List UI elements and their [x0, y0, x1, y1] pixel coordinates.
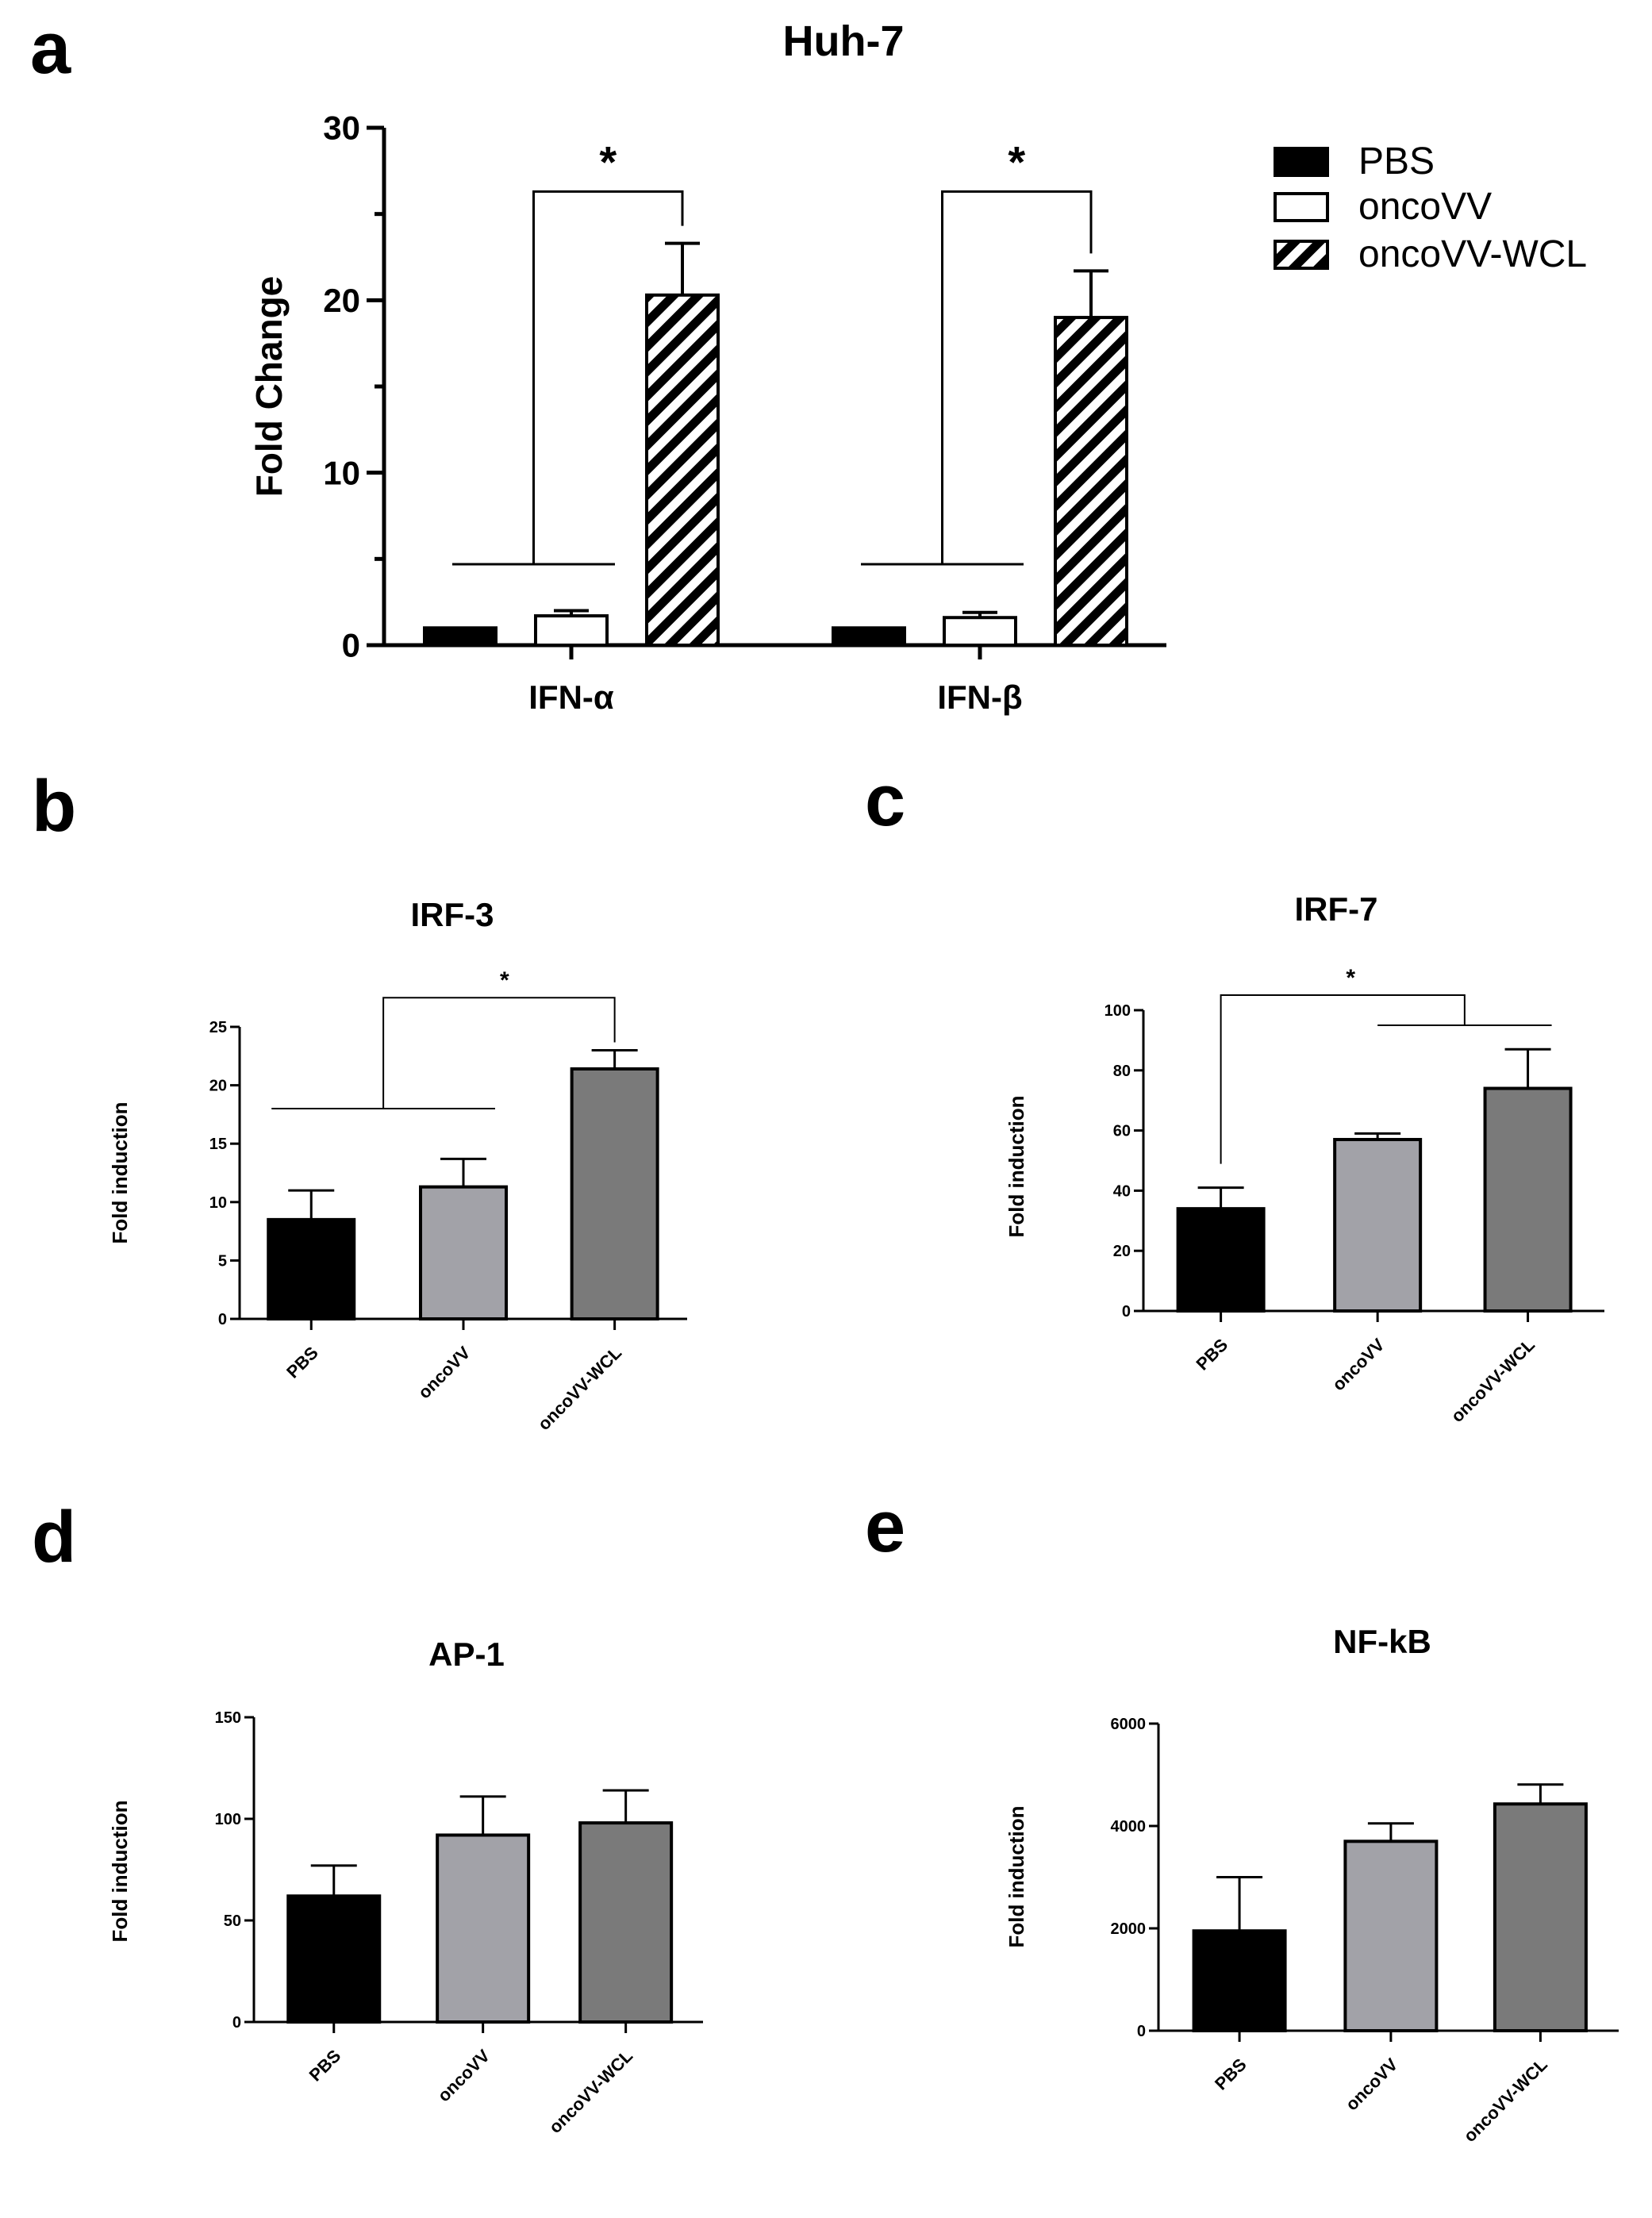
y-axis-label: Fold induction — [1005, 1805, 1028, 1947]
x-tick-label: IFN-α — [528, 678, 614, 716]
bar-oncoVV — [1333, 1137, 1423, 1313]
y-tick-label: 0 — [1137, 2023, 1146, 2040]
legend-swatch — [1274, 192, 1329, 222]
bar-oncoVV — [1343, 1839, 1439, 2033]
x-tick-label: oncoVV — [1342, 2055, 1402, 2115]
y-tick-label: 20 — [209, 1078, 227, 1095]
bar-oncoVV-WCL-0 — [645, 293, 720, 647]
significance-bracket — [941, 190, 1093, 564]
bar-PBS — [267, 1217, 356, 1321]
y-tick-label: 10 — [323, 454, 360, 491]
chart-title: Huh-7 — [783, 17, 905, 65]
x-tick-label: oncoVV — [1328, 1335, 1389, 1395]
panel-letter: c — [865, 760, 905, 841]
legend-label: PBS — [1358, 140, 1435, 183]
significance-star: * — [500, 967, 509, 994]
x-tick-label: oncoVV-WCL — [534, 1343, 625, 1434]
bar-PBS — [286, 1894, 382, 2024]
bar-oncoVV-WCL — [1483, 1086, 1573, 1313]
y-axis-label: Fold induction — [1005, 1095, 1028, 1237]
y-tick-label: 2000 — [1111, 1920, 1147, 1938]
y-tick-label: 100 — [215, 1811, 241, 1828]
y-tick-label: 5 — [218, 1252, 227, 1270]
y-tick-label: 80 — [1113, 1063, 1131, 1080]
panel-letter: e — [865, 1486, 905, 1567]
significance-bracket — [532, 190, 684, 564]
significance-bracket — [382, 997, 616, 1109]
x-tick-label: IFN-β — [937, 678, 1022, 716]
x-tick-label: oncoVV-WCL — [1447, 1335, 1539, 1426]
bar-oncoVV-WCL — [570, 1067, 659, 1320]
significance-star: * — [1346, 965, 1355, 991]
y-tick-label: 10 — [209, 1194, 227, 1212]
bar-oncoVV-0 — [534, 614, 609, 648]
x-tick-label: oncoVV-WCL — [545, 2046, 636, 2137]
y-tick-label: 0 — [218, 1311, 227, 1328]
y-tick-label: 15 — [209, 1136, 227, 1153]
y-tick-label: 0 — [232, 2014, 241, 2032]
y-axis-label: Fold induction — [108, 1101, 132, 1244]
y-axis-label: Fold Change — [248, 276, 290, 498]
y-tick-label: 4000 — [1111, 1818, 1147, 1836]
y-tick-label: 100 — [1105, 1002, 1131, 1020]
y-tick-label: 60 — [1113, 1123, 1131, 1140]
bar-PBS — [1192, 1929, 1287, 2033]
legend-label: oncoVV-WCL — [1358, 233, 1587, 275]
y-tick-label: 20 — [1113, 1243, 1131, 1260]
y-tick-label: 150 — [215, 1709, 241, 1727]
chart-title: IRF-3 — [411, 896, 494, 933]
panel-letter: b — [32, 766, 76, 847]
bar-oncoVV — [436, 1833, 531, 2024]
bar-oncoVV-WCL — [578, 1821, 674, 2024]
bar-oncoVV-WCL — [1493, 1802, 1588, 2032]
y-tick-label: 40 — [1113, 1182, 1131, 1200]
y-tick-label: 50 — [224, 1912, 241, 1930]
legend-label: oncoVV — [1358, 186, 1492, 228]
y-tick-label: 0 — [1122, 1303, 1131, 1320]
panel-letter: a — [30, 8, 71, 89]
legend-swatch — [1274, 147, 1329, 177]
x-tick-label: oncoVV-WCL — [1460, 2055, 1551, 2146]
y-tick-label: 6000 — [1111, 1716, 1147, 1733]
x-tick-label: oncoVV — [414, 1343, 474, 1403]
significance-bracket — [1220, 994, 1466, 1164]
x-tick-label: PBS — [1211, 2055, 1251, 2094]
chart-title: NF-kB — [1333, 1623, 1431, 1660]
bar-PBS-1 — [832, 626, 906, 647]
panel-letter: d — [32, 1497, 76, 1578]
bar-oncoVV — [419, 1185, 508, 1320]
bar-oncoVV-1 — [943, 616, 1017, 648]
y-tick-label: 20 — [323, 282, 360, 319]
y-tick-label: 30 — [323, 110, 360, 147]
chart-title: IRF-7 — [1295, 890, 1378, 928]
bar-PBS — [1176, 1207, 1266, 1313]
bar-PBS-0 — [423, 626, 498, 647]
significance-star: * — [1008, 136, 1025, 186]
x-tick-label: PBS — [1192, 1335, 1231, 1374]
y-tick-label: 0 — [342, 627, 360, 664]
significance-star: * — [599, 136, 617, 186]
x-tick-label: oncoVV — [434, 2046, 494, 2106]
x-tick-label: PBS — [282, 1343, 322, 1382]
chart-title: AP-1 — [428, 1636, 505, 1673]
y-tick-label: 25 — [209, 1019, 227, 1036]
x-tick-label: PBS — [305, 2046, 345, 2085]
bar-oncoVV-WCL-1 — [1054, 316, 1128, 647]
legend-swatch — [1274, 240, 1329, 270]
y-axis-label: Fold induction — [108, 1800, 132, 1942]
